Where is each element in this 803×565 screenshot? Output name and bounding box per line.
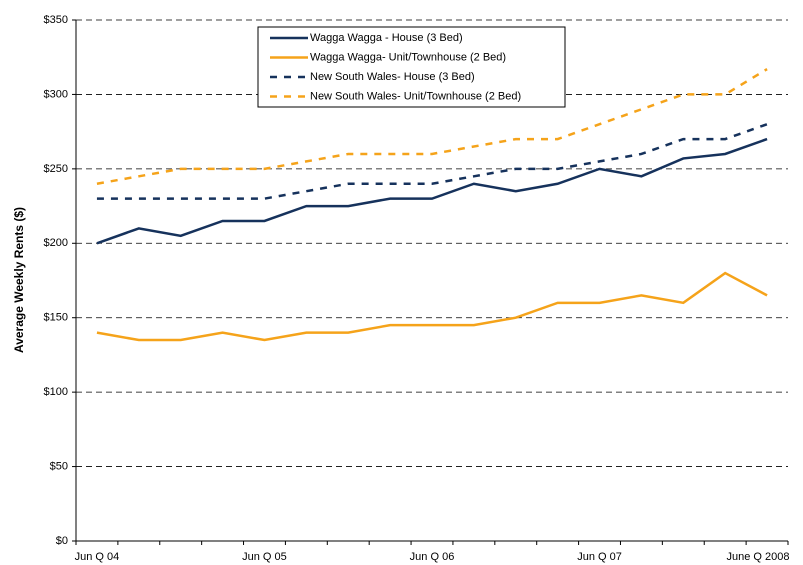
series-line <box>96 271 768 342</box>
y-tick-label: $50 <box>50 460 68 472</box>
legend-label: New South Wales- Unit/Townhouse (2 Bed) <box>310 90 521 102</box>
series-line <box>96 137 768 245</box>
series-line <box>96 68 768 185</box>
y-tick-label: $250 <box>44 163 68 175</box>
series-line <box>96 123 768 200</box>
y-tick-label: $100 <box>44 386 68 398</box>
y-axis-label: Average Weekly Rents ($) <box>12 207 26 353</box>
y-tick-label: $0 <box>56 535 68 547</box>
x-tick-label: Jun Q 06 <box>410 551 455 563</box>
legend-label: New South Wales- House (3 Bed) <box>310 71 475 83</box>
x-tick-label: Jun Q 05 <box>242 551 287 563</box>
legend-label: Wagga Wagga - House (3 Bed) <box>310 32 463 44</box>
legend-label: Wagga Wagga- Unit/Townhouse (2 Bed) <box>310 51 506 63</box>
x-tick-label: Jun Q 07 <box>577 551 622 563</box>
y-tick-label: $200 <box>44 237 68 249</box>
legend-box <box>257 26 566 108</box>
y-tick-label: $150 <box>44 312 68 324</box>
y-tick-label: $350 <box>44 14 68 26</box>
y-tick-label: $300 <box>44 88 68 100</box>
x-tick-label: June Q 2008 <box>727 551 790 563</box>
x-tick-label: Jun Q 04 <box>75 551 120 563</box>
